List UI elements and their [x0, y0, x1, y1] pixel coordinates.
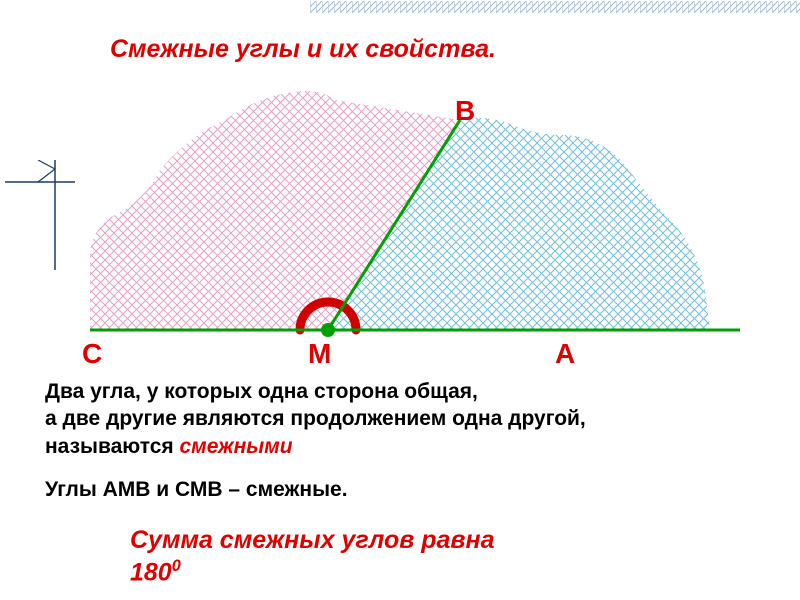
point-label-c: C: [82, 338, 102, 370]
adjacent-angles-diagram: [60, 80, 780, 350]
point-label-a: A: [555, 338, 575, 370]
term-adjacent: смежными: [180, 435, 293, 458]
point-label-b: B: [455, 95, 475, 127]
definition-line-3: называются смежными: [45, 433, 586, 460]
theorem-text: Сумма смежных углов равна 1800: [130, 525, 495, 589]
slide-title: Смежные углы и их свойства.: [110, 35, 496, 64]
example-text: Углы АМВ и СМВ – смежные.: [45, 478, 348, 502]
decorative-top-band: [310, 0, 800, 12]
point-label-m: M: [308, 338, 331, 370]
theorem-line-2: 1800: [130, 556, 495, 589]
definition-line-2: а две другие являются продолжением одна …: [45, 405, 586, 432]
definition-line-1: Два угла, у которых одна сторона общая,: [45, 378, 586, 405]
definition-text: Два угла, у которых одна сторона общая, …: [45, 378, 586, 460]
theorem-line-1: Сумма смежных углов равна: [130, 525, 495, 556]
